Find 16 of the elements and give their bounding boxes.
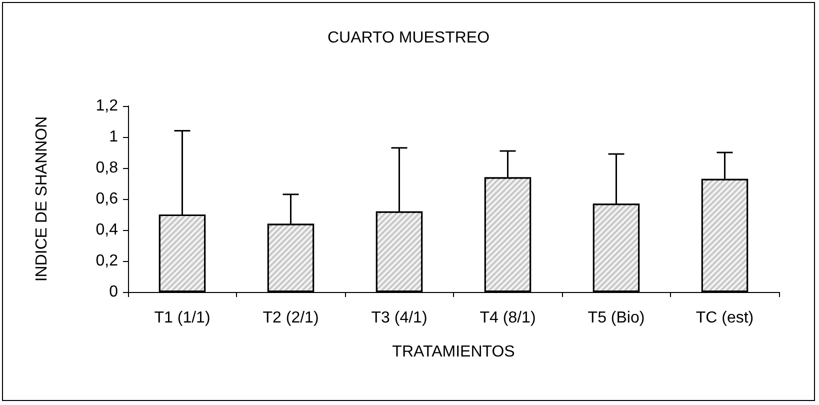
y-tick-label: 0,2: [96, 252, 118, 270]
chart-title: CUARTO MUESTREO: [327, 30, 490, 46]
x-tick-label: T2 (2/1): [262, 310, 319, 326]
y-tick-label: 0: [109, 284, 118, 300]
y-tick-label: 1: [109, 128, 118, 146]
x-tick-label: T5 (Bio): [588, 310, 645, 326]
x-axis-title: TRATAMIENTOS: [392, 344, 515, 360]
y-axis-title: INDICE DE SHANNON: [34, 116, 50, 282]
x-tick-label: T1 (1/1): [154, 310, 210, 326]
y-tick-label: 0,4: [96, 222, 118, 238]
x-tick-label: TC (est): [696, 310, 754, 326]
y-tick-label: 1,2: [96, 98, 118, 114]
x-tick-label: T4 (8/1): [480, 310, 536, 326]
x-tick-label: T3 (4/1): [371, 310, 428, 326]
y-tick-label: 0,8: [96, 160, 118, 176]
y-tick-label: 0,6: [96, 190, 118, 208]
